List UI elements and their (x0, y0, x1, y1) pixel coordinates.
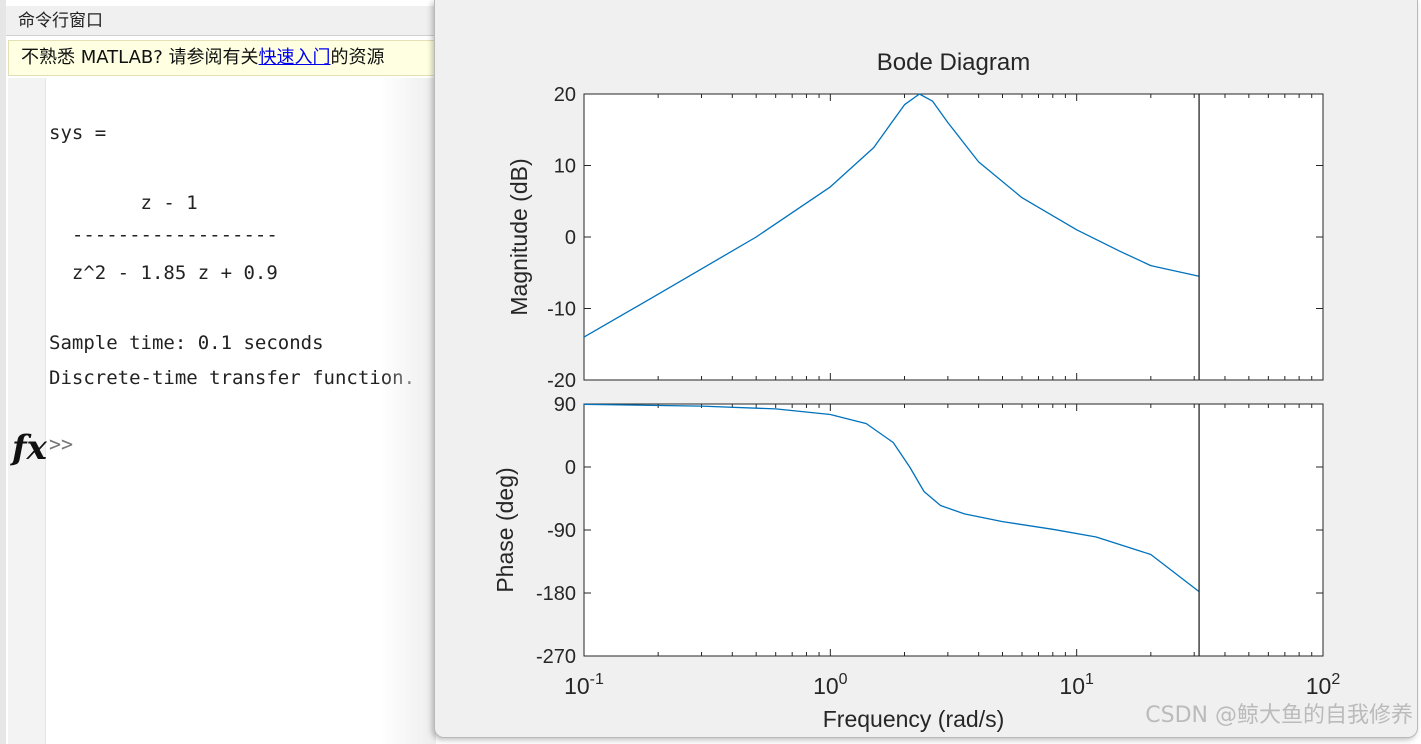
watermark: CSDN @鲸大鱼的自我修养 (1145, 703, 1413, 728)
command-output: sys = z - 1 ------------------ z^2 - 1.8… (49, 78, 415, 389)
help-notice-text: 不熟悉 MATLAB? 请参阅有关 (21, 47, 259, 68)
y-tick-label: -20 (547, 370, 576, 392)
chart-title: Bode Diagram (877, 49, 1030, 76)
output-line: ------------------ (49, 224, 278, 246)
output-line: Sample time: 0.1 seconds (49, 332, 324, 354)
y-tick-label: 20 (554, 84, 576, 106)
x-axis-label: Frequency (rad/s) (823, 706, 1005, 732)
command-prompt[interactable]: >> (49, 432, 74, 456)
figure-window: Bode Diagram 20 10 0 -10 -20 Magnitude (dB) 90 0… (434, 0, 1418, 738)
x-tick-label: 100 (813, 671, 848, 699)
output-line: z^2 - 1.85 z + 0.9 (49, 262, 278, 284)
quick-start-link[interactable]: 快速入门 (258, 47, 331, 68)
y-tick-label: 10 (554, 156, 576, 178)
y-tick-label: -10 (547, 299, 576, 321)
y-axis-label: Phase (deg) (492, 467, 518, 592)
magnitude-axes (583, 93, 1324, 381)
x-tick-label: 101 (1059, 671, 1094, 699)
y-tick-label: 0 (565, 227, 576, 249)
x-tick-label: 10-1 (564, 671, 604, 699)
y-tick-label: 0 (565, 457, 576, 479)
series-line (583, 93, 1200, 338)
help-notice-bar: 不熟悉 MATLAB? 请参阅有关快速入门的资源 (8, 40, 436, 76)
series-line (583, 403, 1200, 593)
y-tick-label: -180 (536, 583, 576, 605)
command-window-title: 命令行窗口 (6, 6, 436, 36)
output-line: sys = (49, 122, 107, 144)
phase-axes (583, 403, 1324, 657)
command-gutter (8, 78, 46, 744)
y-axis-label: Magnitude (dB) (506, 158, 532, 315)
window-edge (0, 0, 6, 744)
y-tick-label: -90 (547, 520, 576, 542)
x-tick-label: 102 (1306, 671, 1341, 699)
function-browser-icon[interactable]: fx (12, 428, 47, 468)
y-tick-label: -270 (536, 646, 576, 668)
help-notice-suffix: 的资源 (330, 47, 385, 68)
y-tick-label: 90 (554, 394, 576, 416)
window-shadow (380, 78, 436, 744)
output-line: Discrete-time transfer function. (49, 367, 416, 389)
output-line: z - 1 (49, 192, 198, 214)
